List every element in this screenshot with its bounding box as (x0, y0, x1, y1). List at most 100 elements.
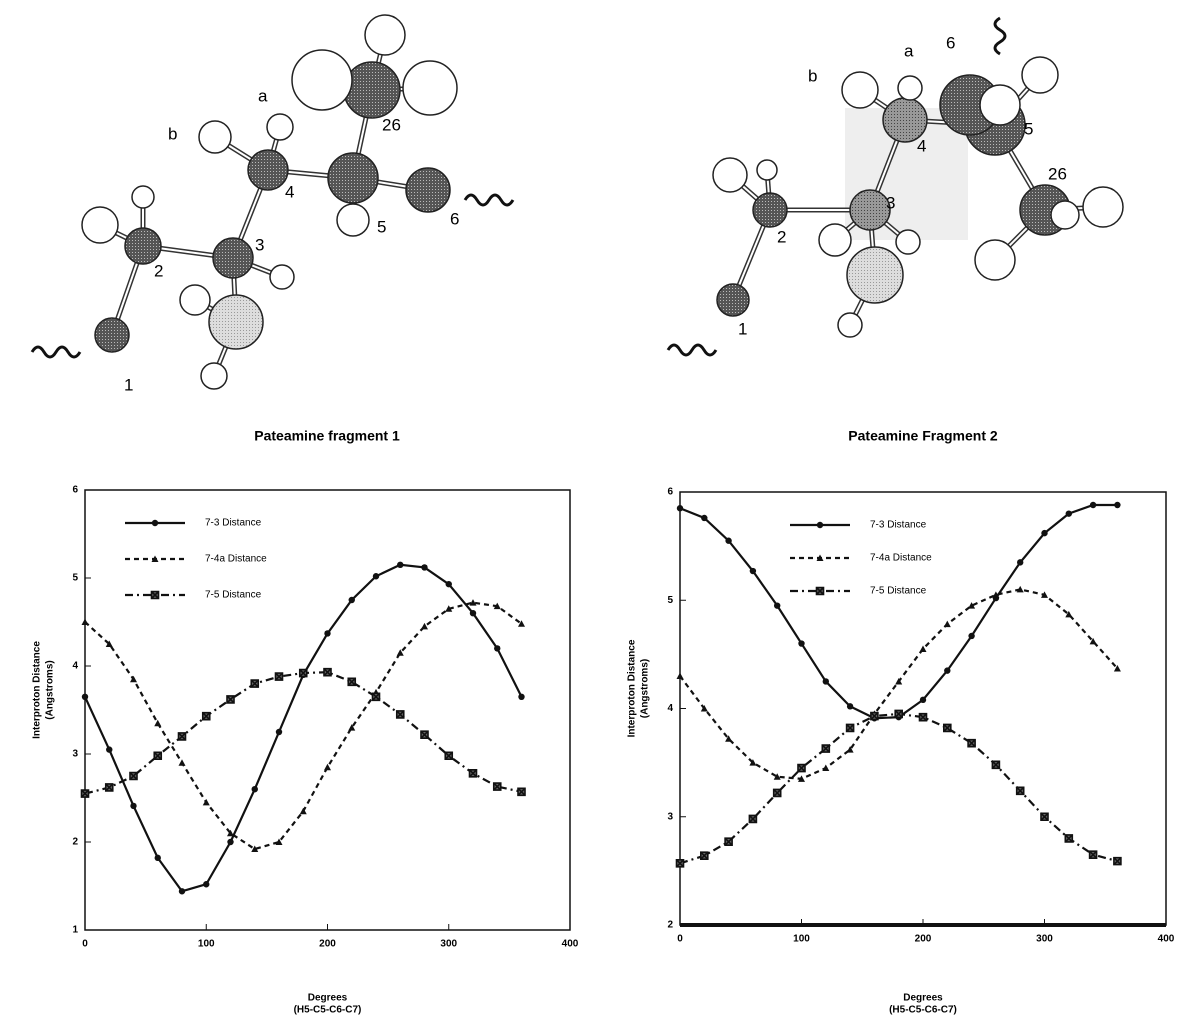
y-axis-label: Interproton Distance (627, 639, 638, 737)
atom (213, 238, 253, 278)
marker (494, 783, 501, 790)
marker (446, 581, 452, 587)
y-tick-label: 2 (72, 837, 78, 848)
series-line (85, 565, 522, 891)
marker (817, 588, 824, 595)
x-tick-label: 0 (677, 934, 683, 945)
y-tick-label: 5 (72, 573, 78, 584)
marker (871, 713, 878, 720)
marker (154, 720, 161, 727)
chart-title: Pateamine fragment 1 (254, 428, 400, 444)
x-axis-label: (H5-C5-C6-C7) (294, 1005, 362, 1016)
marker (276, 729, 282, 735)
marker (750, 568, 756, 574)
marker (154, 752, 161, 759)
atom (270, 265, 294, 289)
x-tick-label: 400 (1158, 934, 1175, 945)
marker (421, 564, 427, 570)
wavy-bond (995, 18, 1005, 54)
marker (518, 788, 525, 795)
atom-label: 1 (738, 319, 747, 338)
marker (421, 731, 428, 738)
atom (337, 204, 369, 236)
marker (470, 770, 477, 777)
marker (276, 673, 283, 680)
marker (1041, 813, 1048, 820)
marker (725, 838, 732, 845)
marker (82, 694, 88, 700)
atom (757, 160, 777, 180)
marker (822, 765, 829, 772)
atom (842, 72, 878, 108)
y-axis-label: Interproton Distance (32, 641, 43, 739)
marker (152, 520, 158, 526)
marker (822, 745, 829, 752)
plot-frame (85, 490, 570, 930)
atom-label: 3 (255, 235, 264, 254)
marker (1114, 858, 1121, 865)
atom-label: a (904, 41, 914, 60)
y-tick-label: 5 (667, 595, 673, 606)
marker (324, 764, 331, 771)
marker (677, 860, 684, 867)
marker (348, 678, 355, 685)
atom (344, 62, 400, 118)
marker (847, 724, 854, 731)
atom-label: 2 (154, 261, 163, 280)
marker (701, 852, 708, 859)
atom-label: 3 (886, 193, 895, 212)
x-tick-label: 300 (1036, 934, 1053, 945)
marker (397, 562, 403, 568)
marker (992, 761, 999, 768)
marker (179, 759, 186, 766)
series-line (680, 505, 1117, 718)
atom-label: 26 (382, 115, 401, 134)
legend-label: 7-3 Distance (205, 518, 262, 529)
atom (898, 76, 922, 100)
marker (203, 799, 210, 806)
atom (180, 285, 210, 315)
atom (365, 15, 405, 55)
atom (406, 168, 450, 212)
y-tick-label: 6 (667, 487, 673, 498)
atom (819, 224, 851, 256)
figure: a b 1 2 3 4 5 6 26 a b 6 5 4 3 2 1 26 Pa… (0, 0, 1182, 1021)
y-tick-label: 4 (667, 703, 673, 714)
series-line (85, 672, 522, 793)
wavy-bond (32, 347, 80, 357)
marker (920, 645, 927, 652)
atom-label: b (808, 66, 817, 85)
x-axis-label: Degrees (903, 993, 943, 1004)
atom (209, 295, 263, 349)
marker (701, 515, 707, 521)
marker (798, 640, 804, 646)
marker (397, 711, 404, 718)
x-tick-label: 300 (440, 939, 457, 950)
marker (1017, 559, 1023, 565)
marker (823, 678, 829, 684)
y-tick-label: 6 (72, 485, 78, 496)
atom (713, 158, 747, 192)
atom-label: 5 (1024, 119, 1033, 138)
marker (470, 610, 476, 616)
marker (774, 602, 780, 608)
marker (1017, 787, 1024, 794)
atom (248, 150, 288, 190)
y-axis-label: (Angstroms) (45, 660, 56, 719)
marker (300, 670, 307, 677)
atom-label: 5 (377, 217, 386, 236)
legend-label: 7-5 Distance (205, 590, 262, 601)
y-tick-label: 4 (72, 661, 78, 672)
atom (850, 190, 890, 230)
x-tick-label: 100 (198, 939, 215, 950)
y-tick-label: 3 (667, 811, 673, 822)
atom (975, 240, 1015, 280)
atom (1083, 187, 1123, 227)
marker (968, 740, 975, 747)
marker (373, 573, 379, 579)
y-axis-label: (Angstroms) (640, 659, 651, 718)
marker (445, 752, 452, 759)
atom (1022, 57, 1058, 93)
marker (1041, 530, 1047, 536)
legend-label: 7-4a Distance (205, 554, 267, 565)
